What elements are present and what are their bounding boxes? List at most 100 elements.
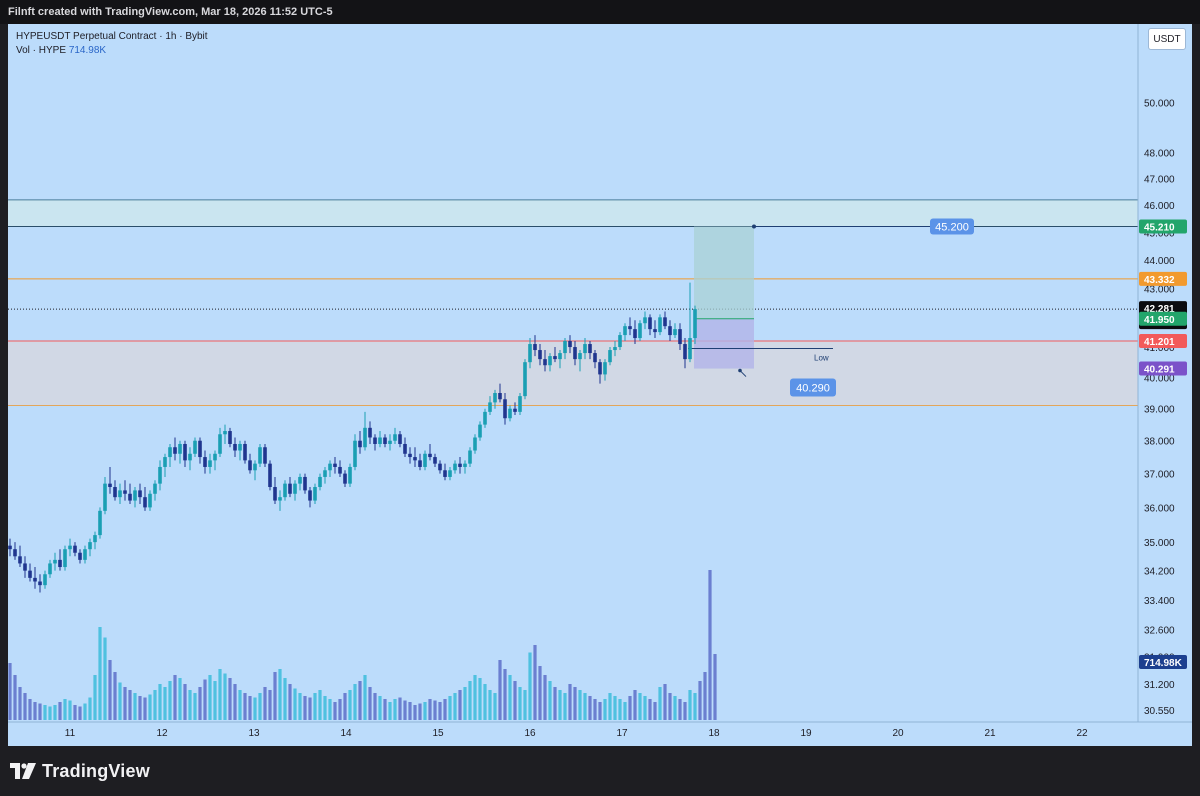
candle-body — [383, 437, 387, 444]
candle-body — [228, 431, 232, 444]
volume-bar — [578, 690, 582, 720]
volume-bar — [428, 699, 432, 720]
candle-body — [28, 570, 32, 578]
time-tick-label: 14 — [340, 728, 352, 739]
time-tick-label: 20 — [892, 728, 904, 739]
candle-body — [188, 453, 192, 461]
price-tag-label: 45.210 — [1144, 223, 1175, 234]
candle-body — [258, 447, 262, 464]
volume-bar — [423, 702, 427, 720]
volume-bar — [133, 693, 137, 720]
price-tag-label: 43.332 — [1144, 275, 1175, 286]
chart-area[interactable]: 45.200 Low 40.290 50.000 48.000 47.000 46.000 4… — [8, 24, 1192, 746]
volume-bar — [693, 693, 697, 720]
candle-body — [338, 466, 342, 474]
candle-body — [368, 427, 372, 438]
volume-bar — [673, 696, 677, 720]
candle-body — [658, 317, 662, 333]
candle-body — [348, 466, 352, 484]
volume-bar — [243, 693, 247, 720]
price-tick-label: 35.000 — [1144, 538, 1175, 549]
candle-body — [303, 476, 307, 491]
volume-bar — [8, 663, 12, 720]
volume-bar — [298, 693, 302, 720]
volume-bar — [338, 699, 342, 720]
candle-body — [418, 460, 422, 467]
candle-body — [593, 353, 597, 363]
candle-body — [53, 559, 57, 564]
chart-header: Filnft created with TradingView.com, Mar… — [0, 0, 1200, 24]
price-chart[interactable]: 45.200 Low 40.290 50.000 48.000 47.000 46.000 4… — [8, 24, 1192, 746]
candle-body — [93, 535, 97, 543]
candle-body — [473, 437, 477, 451]
candle-body — [63, 549, 67, 568]
price-tick-label: 39.000 — [1144, 405, 1175, 416]
candle-body — [108, 483, 112, 488]
candle-body — [573, 347, 577, 360]
volume-bar — [378, 696, 382, 720]
candle-body — [88, 542, 92, 550]
volume-bar — [468, 681, 472, 720]
chart-legend: HYPEUSDT Perpetual Contract · 1h · Bybit… — [16, 30, 208, 58]
candle-body — [448, 470, 452, 477]
volume-bar — [288, 684, 292, 720]
volume-bar — [178, 678, 182, 720]
candle-body — [13, 549, 17, 557]
time-tick-label: 13 — [248, 728, 260, 739]
price-tick-label: 41.000 — [1144, 343, 1175, 354]
candle-body — [503, 399, 507, 419]
candle-body — [578, 353, 582, 360]
volume-bar — [438, 702, 442, 720]
volume-bar — [353, 684, 357, 720]
price-tag — [1139, 334, 1187, 349]
volume-bar — [413, 705, 417, 720]
candle-body — [458, 463, 462, 467]
volume-bar — [588, 696, 592, 720]
volume-bar — [143, 697, 147, 720]
price-tag — [1139, 219, 1187, 234]
volume-bar — [653, 702, 657, 720]
candle-body — [168, 447, 172, 458]
candle-body — [523, 362, 527, 397]
volume-bar — [348, 690, 352, 720]
candle-body — [498, 392, 502, 400]
candle-body — [143, 497, 147, 508]
stop-dot — [738, 368, 742, 373]
price-tick-label: 43.000 — [1144, 284, 1175, 295]
volume-bar — [518, 687, 522, 720]
volume-bar — [508, 675, 512, 720]
tradingview-logo[interactable]: TradingView — [10, 760, 150, 782]
volume-bar — [78, 706, 82, 720]
candle-body — [118, 490, 122, 498]
candle-body — [138, 490, 142, 498]
candle-body — [218, 434, 222, 454]
price-tick-label: 48.000 — [1144, 149, 1175, 160]
price-tick-label: 33.400 — [1144, 596, 1175, 607]
candle-body — [493, 392, 497, 403]
currency-button[interactable]: USDT — [1148, 28, 1186, 50]
candle-body — [233, 443, 237, 451]
volume-bar — [558, 690, 562, 720]
volume-bar — [263, 687, 267, 720]
candle-body — [668, 326, 672, 336]
volume-bar — [103, 637, 107, 720]
candle-body — [263, 447, 267, 464]
candle-body — [18, 556, 22, 564]
volume-bar — [48, 706, 52, 720]
candle-body — [208, 460, 212, 467]
volume-bar — [638, 693, 642, 720]
volume-bar — [388, 702, 392, 720]
price-tag-label: 40.291 — [1144, 365, 1175, 376]
volume-bar — [93, 675, 97, 720]
candle-body — [123, 490, 127, 494]
volume-bar — [683, 702, 687, 720]
candle-body — [268, 463, 272, 488]
candle-body — [688, 338, 692, 360]
candle-body — [638, 323, 642, 339]
volume-bar — [153, 690, 157, 720]
volume-bar — [563, 693, 567, 720]
candle-body — [43, 574, 47, 586]
volume-bar — [328, 699, 332, 720]
candle-body — [518, 396, 522, 412]
time-tick-label: 15 — [432, 728, 444, 739]
